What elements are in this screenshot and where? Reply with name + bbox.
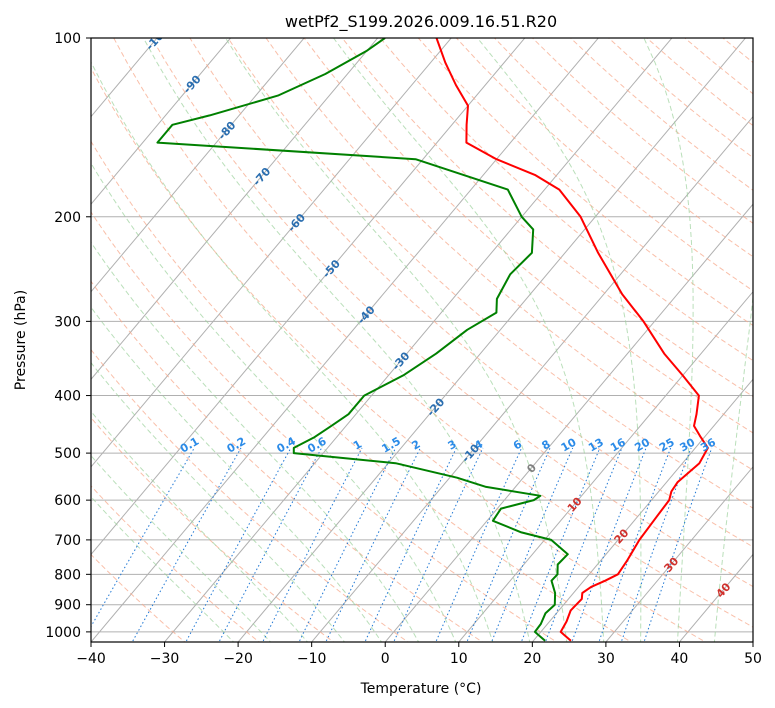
isotherm-line: [91, 38, 452, 468]
dry-adiabat-line: [151, 38, 753, 588]
x-tick-label: 10: [450, 651, 468, 667]
isotherm-line: [91, 38, 526, 556]
y-tick-label: 400: [54, 389, 81, 405]
dry-adiabat-line: [303, 38, 753, 434]
moist-adiabat-line: [713, 293, 753, 642]
y-tick-label: 200: [54, 210, 81, 226]
moist-adiabat-line: [91, 306, 383, 642]
mixing-ratio-line: [571, 447, 647, 642]
mixing-ratio-line: [325, 447, 421, 642]
isotherm-line: [531, 378, 753, 642]
isotherm-line: [91, 38, 232, 205]
y-tick-label: 500: [54, 446, 81, 462]
y-tick-label: 800: [54, 567, 81, 583]
moist-adiabat-line: [91, 454, 272, 642]
plot-frame: [90, 37, 754, 643]
y-tick-label: 900: [54, 598, 81, 614]
moist-adiabat-line: [333, 38, 605, 642]
dry-adiabat-line: [91, 485, 260, 642]
moist-adiabat-line: [643, 38, 694, 642]
dry-adiabat-line: [91, 211, 558, 642]
x-axis-ticks: −40 −30 −20 −10 0 10 20 30 40 50: [76, 642, 762, 667]
moist-adiabat-line: [225, 38, 568, 642]
x-axis-label: Temperature (°C): [360, 681, 482, 697]
y-tick-label: 1000: [45, 625, 81, 641]
isotherm-line: [91, 38, 305, 293]
mixing-ratio-line: [491, 447, 574, 642]
isotherm-line: [605, 466, 753, 642]
moist-adiabat-line: [91, 410, 309, 642]
mixing-ratio-line: [185, 447, 292, 642]
dry-adiabat-line: [417, 38, 753, 327]
dry-adiabat-line: [227, 38, 753, 509]
y-axis-ticks: 100 200 300 400 500 600 700 800 900 1000: [45, 31, 91, 641]
dry-adiabat-line: [91, 140, 632, 642]
dry-adiabat-line: [456, 38, 753, 292]
mixing-ratio-line: [643, 447, 713, 642]
x-tick-label: 20: [523, 651, 541, 667]
x-tick-label: 40: [671, 651, 689, 667]
x-tick-label: 50: [744, 651, 762, 667]
temperature-profile-line: [435, 38, 709, 642]
chart-title: wetPf2_S199.2026.009.16.51.R20: [285, 12, 557, 32]
mixing-ratio-line: [91, 447, 195, 628]
mixing-ratio-line: [620, 447, 692, 642]
mixing-ratio-line: [466, 447, 551, 642]
isotherm-line: [458, 290, 753, 642]
y-tick-label: 700: [54, 533, 81, 549]
y-tick-label: 600: [54, 493, 81, 509]
dewpoint-profile-line: [156, 38, 569, 642]
isotherm-line: [311, 115, 753, 642]
isotherm-line: [237, 38, 747, 642]
y-tick-label: 100: [54, 31, 81, 47]
dry-adiabat-line: [189, 38, 753, 548]
moist-adiabat-line: [91, 496, 235, 642]
mixing-ratio-line: [598, 447, 672, 642]
profile-lines: [156, 38, 709, 642]
moist-adiabat-line: [91, 241, 420, 642]
isotherm-line: [163, 38, 673, 642]
moist-adiabat-line: [477, 38, 642, 642]
x-tick-label: 30: [597, 651, 615, 667]
y-axis-label: Pressure (hPa): [13, 290, 29, 390]
x-tick-label: −10: [297, 651, 327, 667]
isotherm-line: [91, 38, 379, 381]
mixing-ratio-line: [364, 447, 457, 642]
x-tick-label: −40: [76, 651, 106, 667]
x-tick-label: −30: [150, 651, 180, 667]
dry-adiabat-line: [91, 67, 707, 642]
isotherm-line: [91, 38, 600, 642]
background-lines: [91, 38, 753, 642]
mixing-ratio-line: [298, 447, 397, 642]
isotherm-line: [384, 203, 753, 642]
y-tick-label: 300: [54, 314, 81, 330]
moist-adiabat-line: [142, 38, 531, 642]
x-tick-label: −20: [223, 651, 253, 667]
dry-adiabat-line: [91, 280, 484, 642]
dry-adiabat-line: [91, 417, 335, 642]
moist-adiabat-line: [91, 61, 494, 642]
dry-adiabat-line: [341, 38, 753, 398]
moist-adiabat-line: [91, 361, 346, 642]
x-tick-label: 0: [381, 651, 390, 667]
